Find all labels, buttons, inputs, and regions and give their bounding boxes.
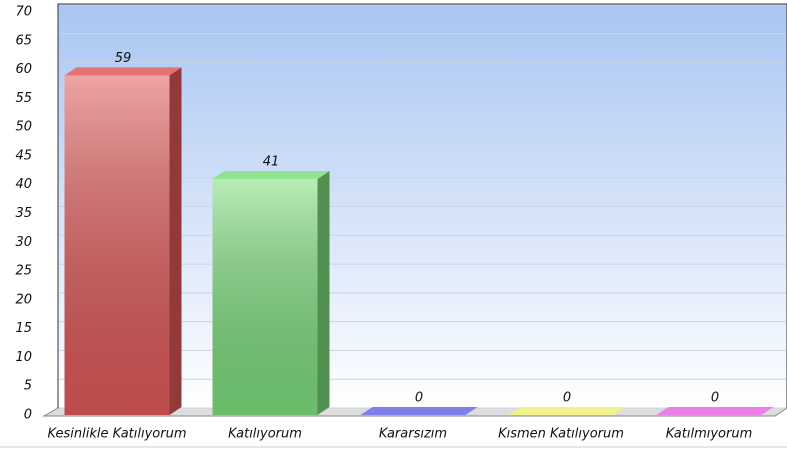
bar-side <box>317 170 330 415</box>
bar-side-shade <box>169 67 182 415</box>
y-tick-label: 15 <box>15 321 32 336</box>
bar-top <box>656 407 774 415</box>
bar-top <box>508 407 626 415</box>
bar-top-shade <box>656 407 774 415</box>
y-tick-label: 5 <box>24 379 32 394</box>
data-label: 0 <box>415 391 423 406</box>
bar-top-shade <box>212 170 330 179</box>
bar <box>508 407 626 415</box>
bar <box>212 170 330 415</box>
y-tick-label: 55 <box>15 91 32 106</box>
y-tick-label: 60 <box>15 62 32 77</box>
bar-shine <box>212 178 318 415</box>
y-tick-label: 25 <box>15 264 32 279</box>
data-label: 0 <box>563 391 571 406</box>
bar <box>64 67 182 415</box>
data-label: 41 <box>263 154 280 169</box>
x-tick-label: Katılıyorum <box>228 427 302 442</box>
data-label: 0 <box>711 391 719 406</box>
y-tick-label: 70 <box>15 5 32 20</box>
bar <box>360 407 478 415</box>
y-tick-label: 35 <box>15 206 32 221</box>
y-tick-label: 20 <box>15 292 32 307</box>
y-tick-label: 10 <box>15 350 32 365</box>
bar-side-shade <box>317 170 330 415</box>
bar-side <box>169 67 182 415</box>
bar-top <box>64 67 182 76</box>
data-label: 59 <box>115 51 132 66</box>
bar-top-shade <box>360 407 478 415</box>
bar-top <box>360 407 478 415</box>
y-tick-label: 0 <box>24 408 32 423</box>
y-tick-label: 30 <box>15 235 32 250</box>
x-tick-label: Katılmıyorum <box>666 427 753 442</box>
bar-shine <box>64 75 170 415</box>
y-tick-label: 50 <box>15 120 32 135</box>
bar-top-shade <box>64 67 182 76</box>
y-tick-label: 65 <box>15 33 32 48</box>
bar-top <box>212 170 330 179</box>
bar-top-shade <box>508 407 626 415</box>
y-tick-label: 40 <box>15 177 32 192</box>
x-tick-label: Kararsızım <box>379 427 447 442</box>
x-tick-label: Kesinlikle Katılıyorum <box>47 427 186 442</box>
y-tick-label: 45 <box>15 148 32 163</box>
x-tick-label: Kısmen Katılıyorum <box>498 427 624 442</box>
bar <box>656 407 774 415</box>
